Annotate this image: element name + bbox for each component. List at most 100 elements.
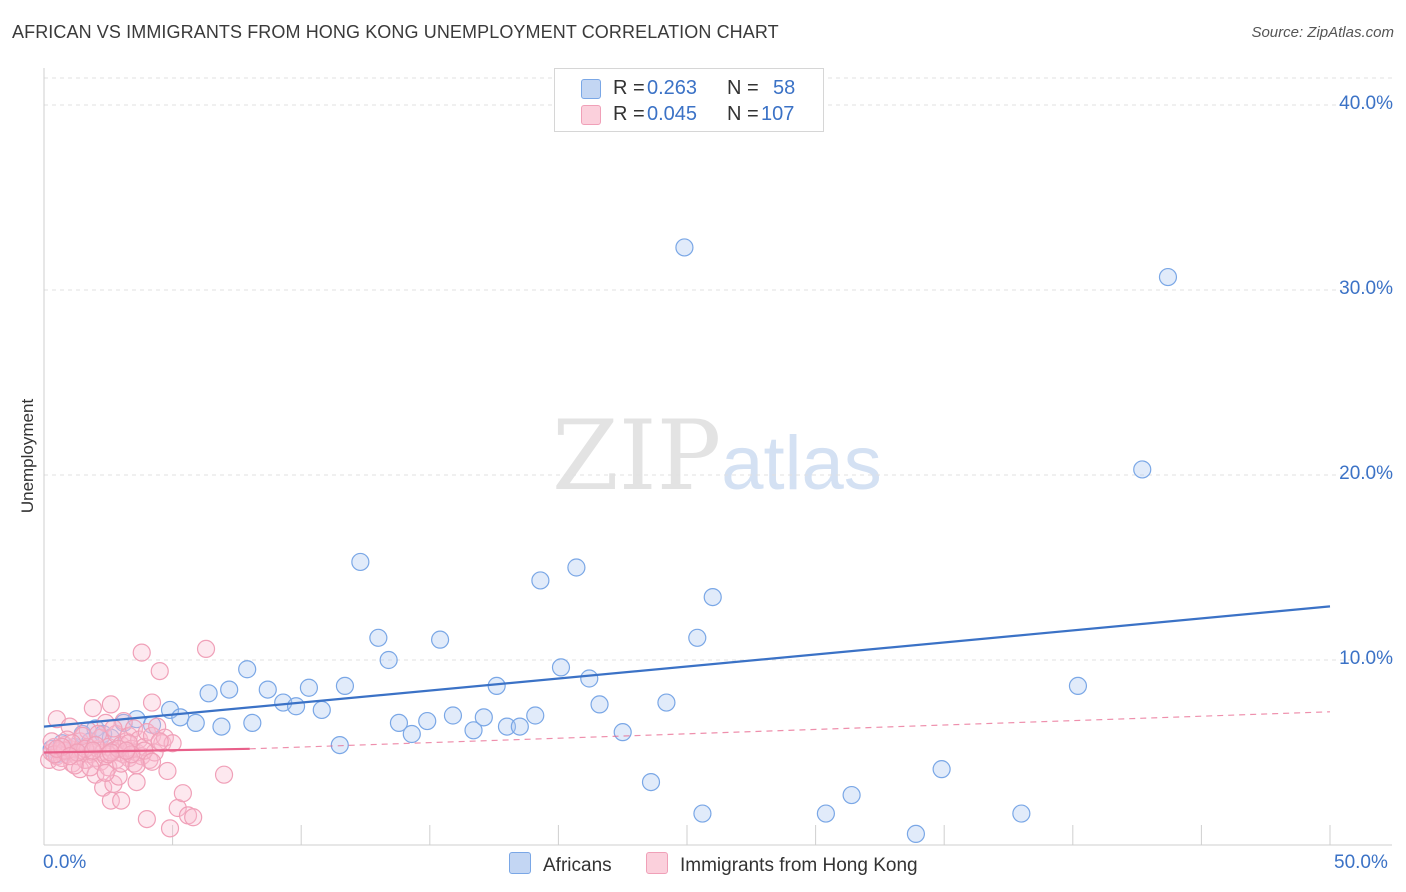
point-hong-kong-59	[137, 809, 156, 829]
point-africans-42	[531, 571, 550, 590]
point-hong-kong-82	[81, 758, 100, 777]
point-africans-15	[186, 713, 205, 733]
point-africans-24	[299, 678, 319, 697]
point-africans-18	[220, 680, 239, 699]
point-africans-20	[243, 713, 262, 733]
legend-r-value-hong-kong: 0.045	[647, 103, 698, 125]
point-hong-kong-76	[214, 765, 234, 784]
point-hong-kong-97	[99, 745, 118, 764]
legend-r-label: R =	[613, 77, 645, 99]
x-tick-label-max: 50.0%	[1334, 852, 1388, 873]
point-africans-51	[688, 628, 707, 647]
point-hong-kong-74	[184, 808, 203, 827]
point-africans-56	[906, 824, 926, 844]
point-africans-49	[657, 693, 676, 712]
point-africans-28	[351, 552, 370, 572]
legend-row-africans: R = 0.263 N = 58	[555, 75, 823, 101]
trendline-africans	[43, 605, 1331, 728]
point-hong-kong-43	[112, 791, 131, 810]
point-hong-kong-69	[160, 819, 180, 838]
legend-n-value-africans: 58	[773, 77, 796, 99]
point-africans-46	[590, 695, 609, 714]
grid-layer	[44, 77, 1392, 661]
point-africans-21	[258, 680, 277, 699]
legend-swatch-africans	[581, 79, 601, 99]
legend-r-value-africans: 0.263	[647, 77, 698, 99]
point-africans-52	[693, 804, 712, 823]
point-africans-27	[335, 676, 355, 696]
point-africans-57	[932, 760, 951, 779]
point-africans-43	[551, 658, 571, 677]
point-africans-35	[443, 706, 463, 725]
point-africans-39	[497, 717, 517, 736]
legend-n-label: N =	[727, 103, 759, 125]
bottom-legend-swatch-hong-kong	[646, 852, 668, 874]
point-hong-kong-34	[101, 695, 120, 714]
y-tick-label-30: 30.0%	[1339, 278, 1393, 299]
point-africans-34	[430, 630, 450, 649]
point-africans-47	[613, 723, 632, 742]
point-africans-48	[641, 772, 661, 792]
point-hong-kong-90	[142, 752, 162, 771]
trendline-hong-kong	[43, 747, 250, 754]
point-hong-kong-88	[127, 756, 146, 775]
y-tick-label-10: 10.0%	[1339, 648, 1393, 669]
point-africans-17	[212, 717, 231, 736]
point-africans-14	[171, 708, 190, 727]
point-africans-31	[389, 713, 409, 733]
point-africans-60	[1133, 460, 1152, 479]
point-hong-kong-91	[150, 732, 169, 751]
x-tick-label-min: 0.0%	[43, 852, 87, 873]
y-tick-label-40: 40.0%	[1339, 93, 1393, 114]
point-africans-36	[464, 721, 483, 740]
trend-layer	[43, 605, 1331, 754]
point-africans-37	[474, 708, 493, 727]
point-africans-25	[312, 700, 331, 720]
bottom-legend-swatch-africans	[509, 852, 531, 874]
point-africans-16	[199, 684, 218, 703]
trendline-hong-kong-extension	[249, 711, 1331, 750]
point-africans-23	[286, 697, 306, 716]
point-hong-kong-75	[196, 639, 216, 659]
watermark: ZIPatlas	[552, 400, 882, 512]
watermark-atlas: atlas	[721, 421, 882, 506]
legend-n-value-hong-kong: 107	[761, 103, 795, 125]
point-hong-kong-106	[60, 747, 79, 766]
bottom-legend-label-hong-kong: Immigrants from Hong Kong	[680, 855, 918, 876]
point-hong-kong-53	[127, 772, 146, 792]
point-hong-kong-65	[150, 661, 169, 681]
axis-layer	[43, 68, 1392, 846]
y-tick-label-20: 20.0%	[1339, 463, 1393, 484]
point-hong-kong-85	[104, 719, 123, 738]
point-hong-kong-22	[83, 698, 102, 718]
point-africans-53	[703, 587, 722, 607]
point-africans-19	[238, 660, 257, 679]
point-africans-54	[816, 804, 835, 823]
bottom-legend-africans: Africans	[509, 852, 612, 877]
point-africans-55	[842, 785, 861, 805]
bottom-legend-label-africans: Africans	[543, 855, 612, 876]
bottom-legend-hong-kong: Immigrants from Hong Kong	[646, 852, 918, 877]
point-africans-40	[510, 717, 529, 736]
point-africans-30	[379, 650, 398, 670]
point-africans-41	[526, 706, 545, 725]
legend-row-hong-kong: R = 0.045 N = 107	[555, 101, 823, 127]
points-layer	[40, 238, 1178, 844]
point-africans-45	[580, 669, 599, 688]
point-hong-kong-62	[142, 693, 162, 712]
legend-n-label: N =	[727, 77, 759, 99]
chart-source: Source: ZipAtlas.com	[1251, 24, 1394, 41]
point-africans-26	[330, 735, 349, 755]
legend-r-label: R =	[613, 103, 645, 125]
point-africans-61	[1158, 267, 1178, 287]
chart-title: AFRICAN VS IMMIGRANTS FROM HONG KONG UNE…	[12, 22, 779, 42]
watermark-zip: ZIP	[552, 400, 722, 512]
point-hong-kong-84	[96, 763, 115, 782]
point-africans-59	[1068, 676, 1088, 696]
point-africans-58	[1012, 804, 1031, 823]
point-africans-32	[402, 724, 421, 744]
point-hong-kong-72	[173, 784, 192, 803]
correlation-legend: R = 0.263 N = 58 R = 0.045 N = 107	[554, 68, 824, 132]
point-africans-29	[369, 628, 388, 647]
